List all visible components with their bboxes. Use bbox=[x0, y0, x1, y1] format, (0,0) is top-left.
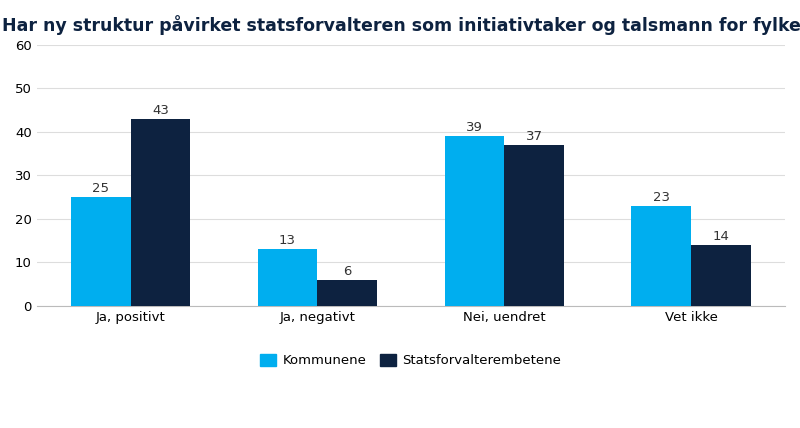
Bar bbox=[504, 145, 564, 306]
Text: 13: 13 bbox=[279, 234, 296, 247]
Bar bbox=[691, 245, 751, 306]
Bar bbox=[258, 250, 318, 306]
Bar bbox=[445, 136, 504, 306]
Text: 6: 6 bbox=[343, 265, 351, 278]
Text: 39: 39 bbox=[466, 121, 483, 134]
Text: 43: 43 bbox=[152, 104, 169, 117]
Bar bbox=[130, 119, 190, 306]
Bar bbox=[631, 206, 691, 306]
Bar bbox=[318, 280, 378, 306]
Bar bbox=[70, 197, 130, 306]
Text: 14: 14 bbox=[713, 230, 730, 243]
Text: 23: 23 bbox=[653, 191, 670, 204]
Text: 25: 25 bbox=[92, 182, 109, 195]
Title: Har ny struktur påvirket statsforvalteren som initiativtaker og talsmann for fyl: Har ny struktur påvirket statsforvaltere… bbox=[2, 15, 800, 35]
Legend: Kommunene, Statsforvalterembetene: Kommunene, Statsforvalterembetene bbox=[255, 348, 566, 372]
Text: 37: 37 bbox=[526, 130, 542, 143]
